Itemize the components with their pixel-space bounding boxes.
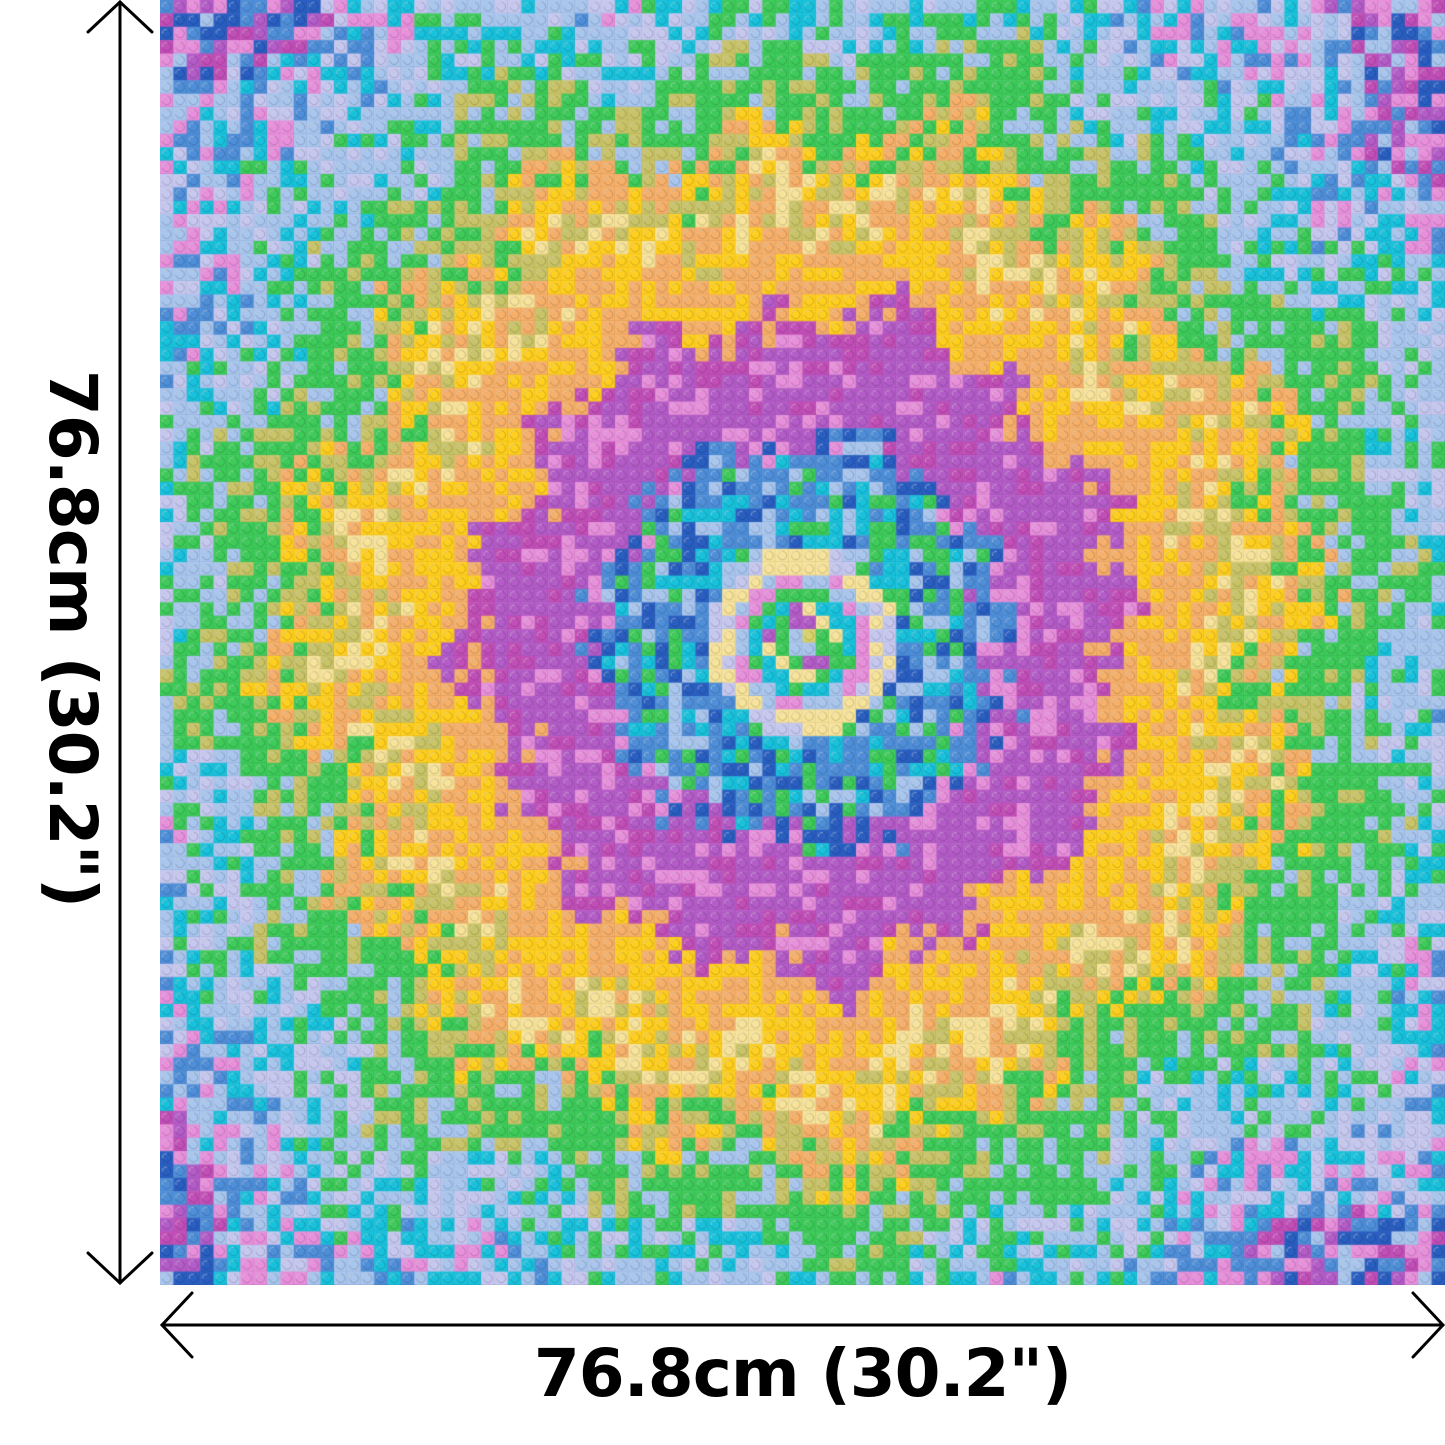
mosaic-artwork	[160, 0, 1445, 1285]
width-arrow	[159, 1291, 1445, 1359]
height-arrow	[86, 0, 154, 1286]
height-label: 76.8cm (30.2")	[34, 369, 111, 908]
width-label: 76.8cm (30.2")	[533, 1335, 1072, 1412]
